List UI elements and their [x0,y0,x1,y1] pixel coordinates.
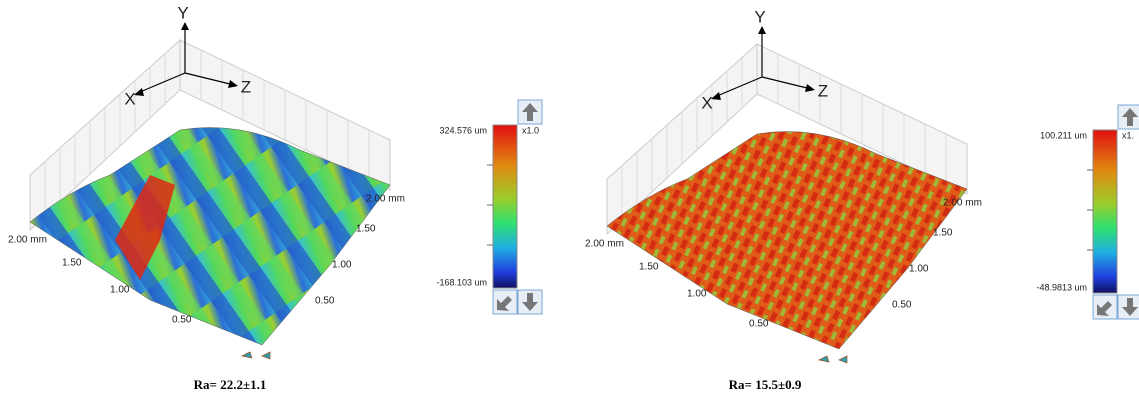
surface [29,127,391,346]
scale-button[interactable] [517,289,543,315]
scale-button[interactable] [492,289,518,315]
surface-view: Y X Z 2.00 mm 1.50 1.00 0.50 2.00 mm 1.50 1.00 0.5… [585,7,982,364]
tick-label: 1.50 [356,224,376,235]
axis-label: Z [241,77,251,96]
axis-label: Y [177,3,188,22]
axis-label: Y [754,7,765,26]
tick-label: 2.00 mm [8,235,47,246]
surface [606,131,968,350]
tick-label: 1.00 [332,260,352,271]
tick-label: 2.00 mm [366,194,405,205]
tick-label: 2.00 mm [585,239,624,250]
scale-button[interactable] [517,99,543,125]
caption: Ra= 22.2±1.1 [194,377,267,392]
colorbar-min: -168.103 um [436,277,487,287]
tick-label: 2.00 mm [943,198,982,209]
caption: Ra= 15.5±0.9 [729,377,802,392]
colorbar-min: -48.9813 um [1036,282,1087,292]
tick-label: 1.00 [687,289,707,300]
rotate-icon [240,351,271,360]
surface-view: Y X Z 2.00 mm 1.50 1.00 0.50 2.00 mm 1.50 1.00 0.5… [8,3,405,360]
colorbar-scale-factor: x1. [1122,130,1134,140]
colorbar: 324.576 um -168.103 um x1.0 [436,99,543,315]
axis-label: X [701,93,712,112]
tick-label: 1.00 [110,285,130,296]
axis-label: X [124,89,135,108]
colorbar: 100.211 um -48.9813 um x1. [1036,104,1139,320]
rotate-icon [817,355,848,364]
button-arrow [1122,298,1138,316]
tick-label: 1.50 [62,258,82,269]
scale-button[interactable] [1092,294,1118,320]
axis-triad [716,32,808,97]
tick-label: 0.50 [749,319,769,330]
button-arrow [522,293,538,311]
colorbar-scale-factor: x1.0 [522,125,539,135]
tick-label: 0.50 [315,296,335,307]
axis-label: Z [818,81,828,100]
tick-label: 0.50 [172,315,192,326]
button-arrow [1122,108,1138,126]
button-arrow [1097,301,1112,316]
button-arrow [497,296,512,311]
surface-peak [115,175,175,280]
colorbar-max: 100.211 um [1040,130,1087,140]
colorbar-scale [1092,129,1118,294]
tick-label: 1.50 [639,262,659,273]
colorbar-max: 324.576 um [439,125,487,135]
tick-label: 0.50 [892,300,912,311]
button-arrow [522,103,538,121]
scale-button[interactable] [1117,294,1139,320]
tick-label: 1.50 [933,228,953,239]
scale-button[interactable] [1117,104,1139,130]
tick-label: 1.00 [909,264,929,275]
colorbar-scale [492,124,518,289]
axis-triad [139,28,231,93]
